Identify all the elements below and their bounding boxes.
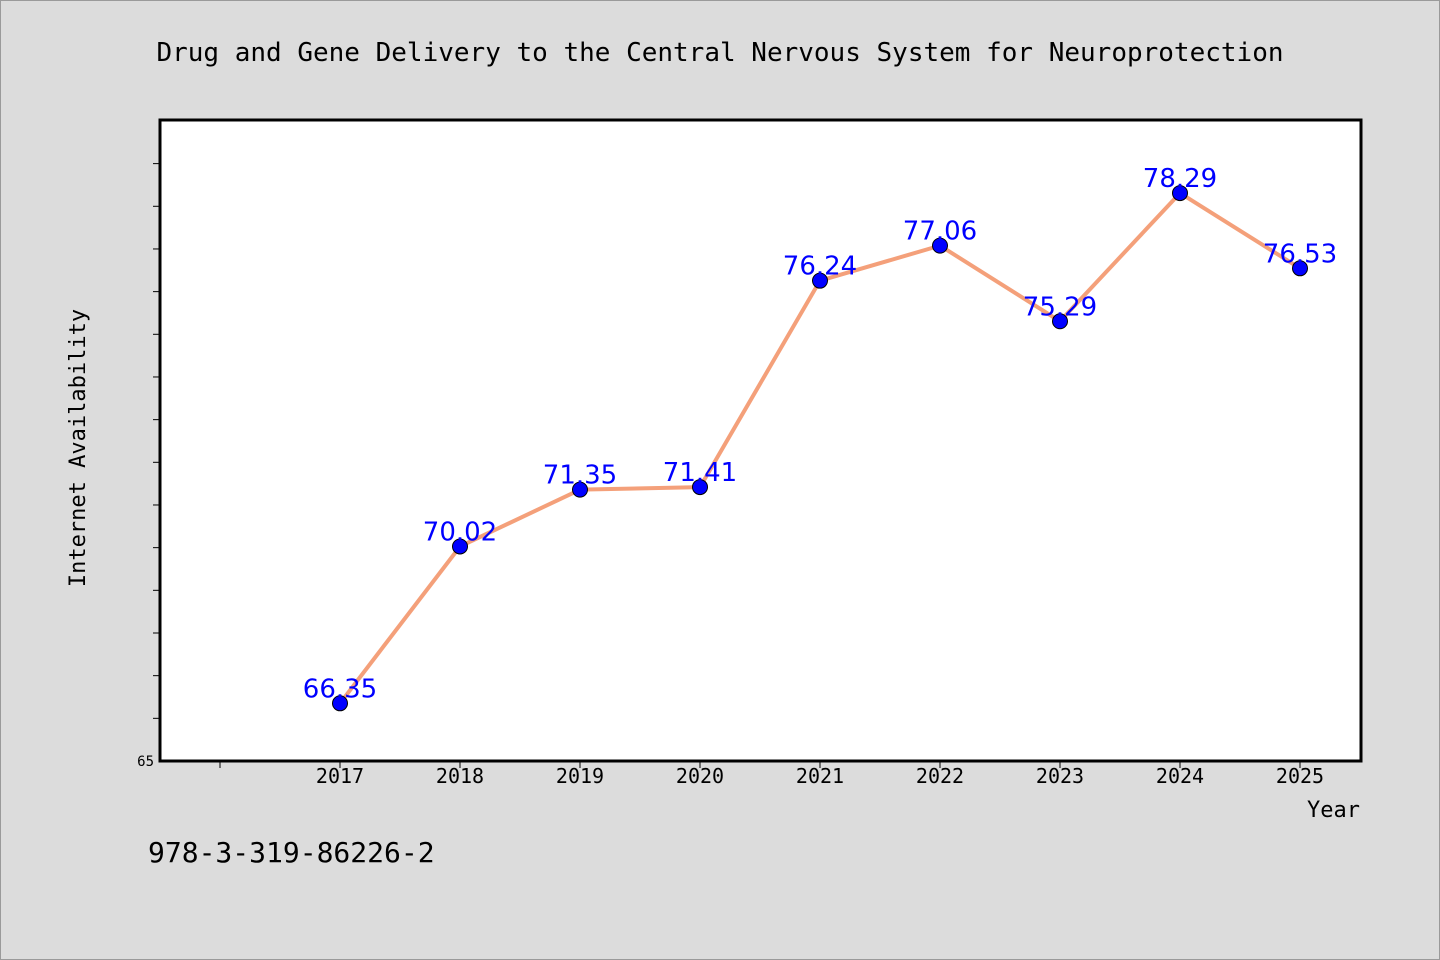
x-tick-label-2023: 2023 (1036, 764, 1084, 788)
data-label-2024: 78.29 (1143, 164, 1217, 194)
x-tick-label-2021: 2021 (796, 764, 844, 788)
chart-title: Drug and Gene Delivery to the Central Ne… (156, 38, 1283, 68)
y-axis-min-label: 65 (137, 754, 154, 770)
data-point-2021 (812, 272, 828, 289)
data-markers (332, 185, 1308, 712)
data-point-2025 (1292, 260, 1308, 277)
x-tick-label-2018: 2018 (436, 764, 484, 788)
data-labels: 66.35 70.02 71.35 71.41 76.24 77.06 75.29 78.29… (303, 164, 1337, 704)
y-axis-ticks (153, 163, 160, 719)
isbn-footer: 978-3-319-86226-2 (148, 836, 435, 869)
data-label-2023: 75.29 (1023, 292, 1097, 322)
plot-area (158, 118, 1363, 763)
data-point-2024 (1172, 185, 1188, 202)
data-point-2018 (452, 538, 468, 555)
data-label-2019: 71.35 (543, 461, 617, 491)
x-tick-label-2025: 2025 (1276, 764, 1324, 788)
data-point-2023 (1052, 313, 1068, 330)
data-label-2021: 76.24 (783, 252, 857, 282)
data-label-2025: 76.53 (1263, 239, 1337, 269)
data-label-2017: 66.35 (303, 674, 377, 704)
x-axis-label: Year (1307, 798, 1360, 823)
x-tick-label-2022: 2022 (916, 764, 964, 788)
x-axis-tick-labels: 2017 2018 2019 2020 2021 2022 2023 2024 2025 (316, 764, 1324, 788)
data-point-2020 (692, 479, 708, 496)
data-label-2018: 70.02 (423, 517, 497, 547)
x-tick-label-2024: 2024 (1156, 764, 1204, 788)
x-axis-ticks (219, 761, 1301, 768)
x-tick-label-2017: 2017 (316, 764, 364, 788)
data-label-2022: 77.06 (903, 217, 977, 247)
data-point-2022 (932, 237, 948, 254)
x-tick-label-2020: 2020 (676, 764, 724, 788)
x-tick-label-2019: 2019 (556, 764, 604, 788)
y-axis-label: Internet Availability (66, 309, 91, 587)
data-point-2019 (572, 481, 588, 498)
data-label-2020: 71.41 (663, 458, 737, 488)
data-point-2017 (332, 695, 348, 712)
